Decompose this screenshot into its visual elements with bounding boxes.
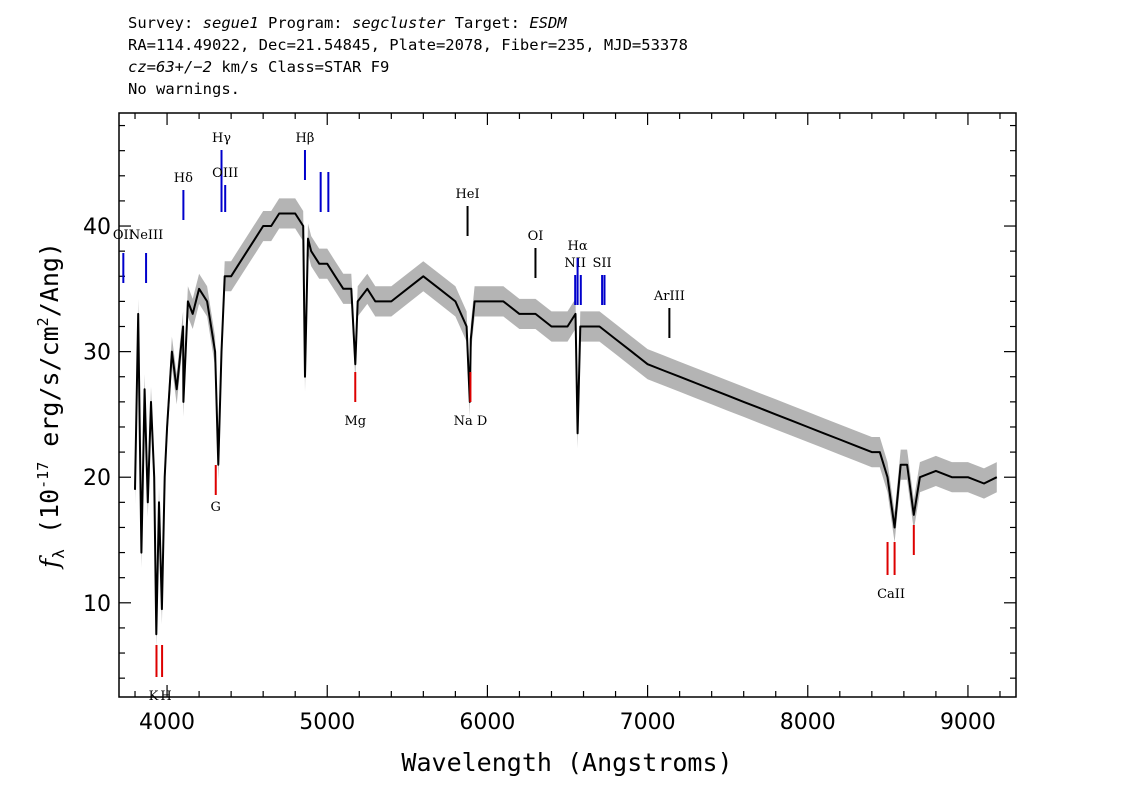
emission-line-label: NII [564, 256, 586, 271]
spectrum-header: Survey: segue1 Program: segcluster Targe… [128, 12, 688, 100]
emission-line-label: OII [113, 228, 134, 243]
y-tick-label: 30 [83, 341, 111, 366]
absorption-line-label: G [211, 500, 221, 515]
emission-line-label: Hδ [174, 171, 193, 186]
x-tick-label: 6000 [459, 710, 515, 735]
emission-line-label: HeI [455, 187, 479, 202]
x-tick-label: 5000 [299, 710, 355, 735]
y-axis-title: fλ (10-17 erg/s/cm2/Ang) [34, 242, 68, 570]
header-line-coordinates: RA=114.49022, Dec=21.54845, Plate=2078, … [128, 36, 688, 54]
absorption-line-label: CaII [877, 587, 905, 602]
absorption-line-label: H [160, 689, 171, 704]
emission-line-label: OIII [212, 166, 238, 181]
x-tick-label: 7000 [620, 710, 676, 735]
emission-line-label: Hγ [212, 131, 231, 146]
emission-line-label: ArIII [653, 289, 685, 304]
target-key: Target: [445, 14, 530, 32]
flux-error-band [135, 198, 997, 650]
series-layer [134, 212, 998, 636]
emission-line-label: Hβ [296, 131, 315, 146]
target-value: ESDM [529, 14, 567, 32]
header-line-warnings: No warnings. [128, 80, 240, 98]
x-tick-label: 4000 [139, 710, 195, 735]
x-axis-title: Wavelength (Angstroms) [401, 748, 732, 777]
y-tick-label: 40 [83, 215, 111, 240]
axes-layer: 4000 5000 6000 7000 8000 9000 10 20 30 40 [83, 113, 1016, 735]
program-key: Program: [258, 14, 352, 32]
absorption-line-label: Na D [454, 414, 488, 429]
emission-line-label: Hα [568, 239, 588, 254]
error-band [135, 198, 997, 650]
survey-value: segue1 [202, 14, 259, 32]
emission-line-label: OI [528, 229, 544, 244]
plot-frame [118, 112, 1017, 698]
absorption-line-label: Mg [344, 414, 366, 429]
program-value: segcluster [351, 14, 446, 32]
header-line-redshift: cz=63+/−2 km/s Class=STAR F9 [128, 56, 688, 78]
survey-key: Survey: [128, 14, 203, 32]
emission-line-label: SII [593, 256, 612, 271]
header-line-survey: Survey: segue1 Program: segcluster Targe… [128, 12, 688, 34]
x-tick-label: 8000 [780, 710, 836, 735]
absorption-line-label: K [149, 689, 159, 704]
class-text: km/s Class=STAR F9 [212, 58, 390, 76]
y-tick-label: 10 [83, 592, 111, 617]
x-tick-label: 9000 [940, 710, 996, 735]
redshift-value: cz=63+/−2 [128, 58, 212, 76]
emission-line-label: NeIII [129, 228, 163, 243]
y-tick-label: 20 [83, 466, 111, 491]
flux-line [134, 212, 998, 636]
